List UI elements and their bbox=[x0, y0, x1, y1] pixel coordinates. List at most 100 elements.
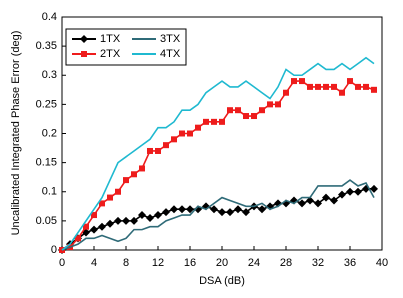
marker bbox=[307, 83, 313, 90]
marker bbox=[139, 165, 145, 172]
marker bbox=[330, 196, 338, 205]
x-tick-label: 8 bbox=[123, 257, 129, 269]
marker bbox=[299, 78, 305, 85]
marker bbox=[163, 142, 169, 149]
series-line bbox=[61, 188, 374, 251]
legend-box bbox=[65, 28, 187, 66]
marker bbox=[178, 205, 186, 214]
marker bbox=[218, 208, 226, 217]
marker bbox=[154, 211, 162, 220]
y-axis-title: Uncalibrated Integrated Phase Error (deg… bbox=[10, 31, 22, 236]
marker bbox=[171, 136, 177, 143]
x-tick-label: 0 bbox=[59, 257, 65, 269]
x-tick-label: 40 bbox=[376, 257, 388, 269]
marker bbox=[234, 205, 242, 214]
marker bbox=[235, 107, 241, 114]
marker bbox=[259, 107, 265, 114]
legend-label: 4TX bbox=[160, 48, 181, 60]
legend-marker bbox=[81, 51, 87, 57]
x-tick-label: 16 bbox=[184, 257, 196, 269]
marker bbox=[90, 225, 98, 234]
y-tick-label: 0.05 bbox=[36, 215, 57, 227]
marker bbox=[370, 184, 378, 193]
x-tick-label: 12 bbox=[152, 257, 164, 269]
y-tick-label: 0.35 bbox=[36, 40, 57, 52]
marker bbox=[91, 212, 97, 219]
marker bbox=[115, 188, 121, 195]
marker bbox=[123, 177, 129, 184]
x-axis-title: DSA (dB) bbox=[199, 275, 245, 287]
marker bbox=[211, 118, 217, 125]
series-line bbox=[61, 56, 375, 251]
marker bbox=[219, 118, 225, 125]
marker bbox=[347, 78, 353, 85]
marker bbox=[242, 208, 250, 217]
marker bbox=[267, 101, 273, 108]
marker bbox=[338, 190, 346, 199]
x-tick-label: 36 bbox=[344, 257, 356, 269]
marker bbox=[162, 208, 170, 217]
y-tick-label: 0.1 bbox=[42, 186, 57, 198]
marker bbox=[99, 200, 105, 207]
y-tick-label: 0.25 bbox=[36, 98, 57, 110]
marker bbox=[291, 78, 297, 85]
marker bbox=[251, 113, 257, 120]
marker bbox=[138, 211, 146, 220]
marker bbox=[203, 118, 209, 125]
marker bbox=[227, 107, 233, 114]
legend-label: 2TX bbox=[100, 48, 121, 60]
marker bbox=[131, 171, 137, 178]
marker bbox=[155, 147, 161, 154]
y-tick-label: 0.15 bbox=[36, 157, 57, 169]
marker bbox=[107, 194, 113, 201]
marker bbox=[114, 216, 122, 225]
series-line bbox=[61, 79, 375, 251]
x-tick-label: 28 bbox=[280, 257, 292, 269]
marker bbox=[331, 83, 337, 90]
marker bbox=[106, 219, 114, 228]
marker bbox=[147, 147, 153, 154]
marker bbox=[283, 89, 289, 96]
marker bbox=[339, 89, 345, 96]
series-line bbox=[61, 179, 375, 251]
marker bbox=[298, 199, 306, 208]
marker bbox=[243, 113, 249, 120]
y-tick-label: 0.3 bbox=[42, 69, 57, 81]
marker bbox=[306, 196, 314, 205]
marker bbox=[355, 83, 361, 90]
marker bbox=[210, 205, 218, 214]
marker bbox=[146, 213, 154, 222]
legend-marker bbox=[80, 35, 88, 43]
marker bbox=[170, 205, 178, 214]
marker bbox=[187, 130, 193, 137]
legend-label: 3TX bbox=[160, 33, 181, 45]
marker bbox=[122, 216, 130, 225]
x-tick-label: 32 bbox=[312, 257, 324, 269]
marker bbox=[346, 187, 354, 196]
marker bbox=[275, 101, 281, 108]
marker bbox=[195, 124, 201, 131]
marker bbox=[314, 199, 322, 208]
x-tick-label: 24 bbox=[248, 257, 260, 269]
marker bbox=[371, 86, 377, 93]
marker bbox=[98, 222, 106, 231]
marker bbox=[130, 216, 138, 225]
y-tick-label: 0 bbox=[51, 244, 57, 256]
marker bbox=[323, 83, 329, 90]
x-tick-label: 4 bbox=[91, 257, 97, 269]
marker bbox=[75, 235, 81, 242]
y-tick-label: 0.2 bbox=[42, 127, 57, 139]
marker bbox=[186, 205, 194, 214]
marker bbox=[179, 130, 185, 137]
marker bbox=[258, 205, 266, 214]
marker bbox=[83, 223, 89, 230]
marker bbox=[354, 187, 362, 196]
marker bbox=[315, 83, 321, 90]
y-tick-label: 0.4 bbox=[42, 11, 57, 23]
marker bbox=[322, 193, 330, 202]
marker bbox=[226, 208, 234, 217]
marker bbox=[363, 83, 369, 90]
x-tick-label: 20 bbox=[216, 257, 228, 269]
legend-label: 1TX bbox=[100, 33, 121, 45]
